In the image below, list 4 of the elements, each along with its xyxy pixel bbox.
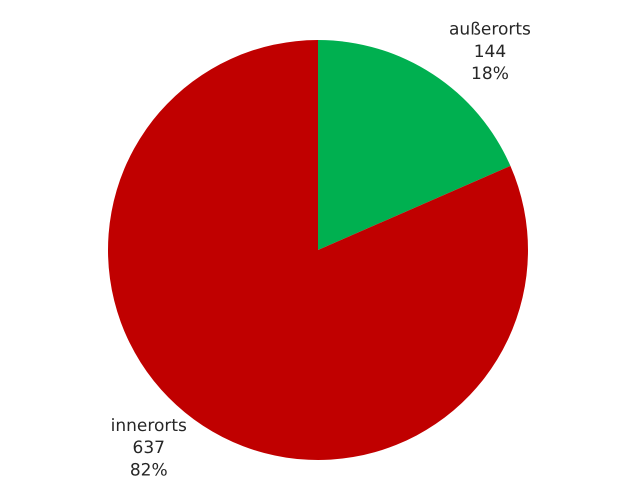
slice-label: innerorts [110, 416, 187, 436]
slice-label: außerorts [449, 20, 532, 40]
data-label: 637 82% [130, 438, 168, 480]
data-label: 144 18% [471, 42, 509, 84]
